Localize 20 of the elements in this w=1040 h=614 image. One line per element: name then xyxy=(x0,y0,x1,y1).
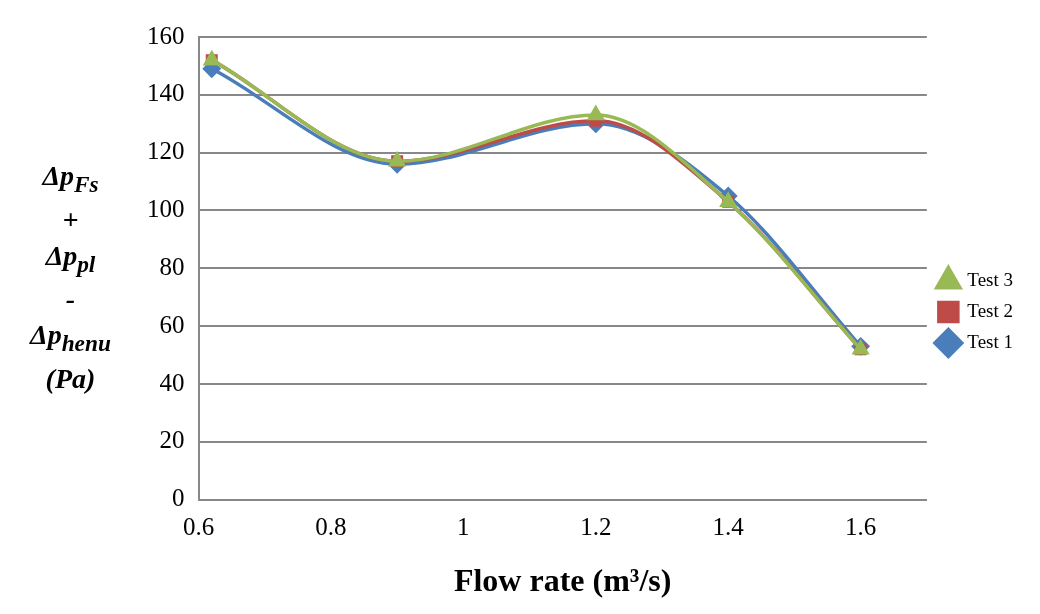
y-tick-label: 60 xyxy=(159,310,185,338)
x-tick-label: 1.4 xyxy=(712,513,745,541)
y-tick-label: 100 xyxy=(147,195,185,223)
x-tick-label: 1.6 xyxy=(845,513,877,541)
legend-label: Test 2 xyxy=(967,299,1014,321)
x-tick-label: 1.2 xyxy=(580,513,612,541)
x-tick-label: 0.6 xyxy=(182,513,215,541)
legend-label: Test 3 xyxy=(967,268,1014,290)
y-tick-label: 20 xyxy=(159,426,185,454)
y-tick-label: 0 xyxy=(172,484,185,512)
x-axis-title: Flow rate (m³/s) xyxy=(453,562,672,599)
y-tick-label: 80 xyxy=(159,252,185,280)
y-tick-label: 120 xyxy=(147,137,185,165)
y-tick-label: 140 xyxy=(147,79,185,107)
y-tick-label: 160 xyxy=(147,21,185,49)
x-tick-label: 1 xyxy=(457,513,470,541)
text: Δp$_{Fs}$ + Δp$_{pl}$ - Δp$_{henu}$ (Pa) xyxy=(30,160,111,394)
legend-label: Test 1 xyxy=(967,330,1014,352)
y-tick-label: 40 xyxy=(159,368,185,396)
x-tick-label: 0.8 xyxy=(315,513,347,541)
